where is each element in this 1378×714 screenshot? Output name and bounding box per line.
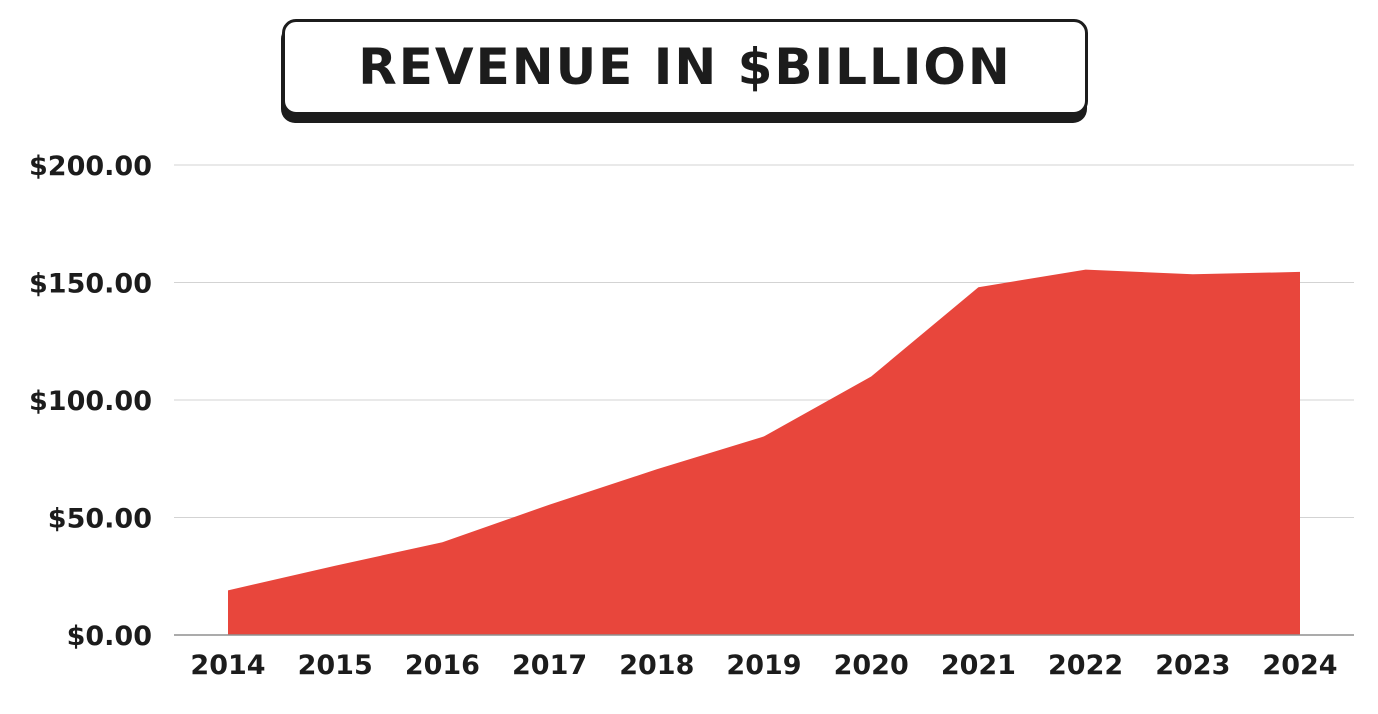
y-tick-label: $200.00 [29, 151, 152, 182]
x-tick-label: 2017 [512, 650, 587, 681]
chart-title-box: REVENUE IN $BILLION [282, 19, 1088, 115]
revenue-area [228, 269, 1300, 635]
y-tick-label: $50.00 [48, 504, 152, 535]
x-tick-label: 2021 [941, 650, 1016, 681]
y-tick-label: $100.00 [29, 386, 152, 417]
x-tick-label: 2019 [726, 650, 801, 681]
x-tick-label: 2016 [405, 650, 480, 681]
x-tick-label: 2014 [190, 650, 265, 681]
y-tick-label: $0.00 [67, 621, 152, 652]
x-tick-label: 2015 [298, 650, 373, 681]
x-tick-label: 2023 [1155, 650, 1230, 681]
x-tick-label: 2018 [619, 650, 694, 681]
x-tick-label: 2022 [1048, 650, 1123, 681]
x-tick-label: 2020 [834, 650, 909, 681]
x-tick-label: 2024 [1262, 650, 1337, 681]
y-tick-label: $150.00 [29, 269, 152, 300]
chart-title: REVENUE IN $BILLION [358, 38, 1012, 96]
